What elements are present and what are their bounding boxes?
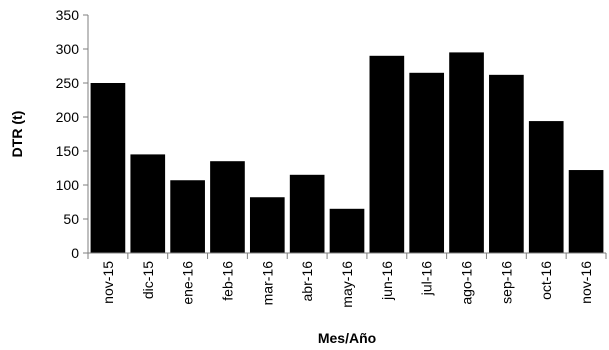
bar-may-16 [329,208,365,253]
bar-jun-16 [369,55,405,253]
x-tick-label: jun-16 [379,261,395,301]
x-axis-title: Mes/Año [318,330,376,346]
y-axis-title: DTR (t) [9,111,25,158]
x-tick-label: jul-16 [419,261,435,296]
bar-abr-16 [289,174,325,253]
y-tick-label: 300 [56,41,80,57]
bar-dic-15 [130,154,166,253]
y-tick-label: 50 [63,211,79,227]
bars [90,52,604,254]
y-tick-label: 0 [71,245,79,261]
x-tick-label: dic-15 [140,261,156,299]
bar-nov-16 [568,170,604,253]
x-axis-ticks: nov-15 dic-15 ene-16 feb-16 mar-16 abr-16 may-… [87,253,607,308]
y-tick-label: 250 [56,75,80,91]
bar-mar-16 [249,197,285,253]
x-tick-label: mar-16 [259,261,275,306]
x-tick-label: may-16 [339,261,355,308]
x-tick-label: feb-16 [219,261,235,301]
bar-nov-15 [90,83,126,253]
x-tick-label: ago-16 [459,261,475,305]
x-tick-label: sep-16 [498,261,514,304]
bar-ago-16 [449,52,484,254]
x-tick-label: nov-16 [578,261,594,304]
bar-oct-16 [528,121,564,253]
x-tick-label: nov-15 [100,261,116,304]
y-axis-ticks: 0 50 100 150 200 250 300 350 [56,7,88,261]
x-tick-label: ene-16 [180,261,196,305]
y-tick-label: 100 [56,177,80,193]
bar-ene-16 [170,180,205,253]
bar-jul-16 [409,72,445,253]
x-tick-label: abr-16 [299,261,315,302]
y-tick-label: 200 [56,109,80,125]
bar-sep-16 [489,74,524,253]
x-tick-label: oct-16 [538,261,554,300]
bar-feb-16 [210,161,245,253]
y-tick-label: 350 [56,7,80,23]
y-tick-label: 150 [56,143,80,159]
